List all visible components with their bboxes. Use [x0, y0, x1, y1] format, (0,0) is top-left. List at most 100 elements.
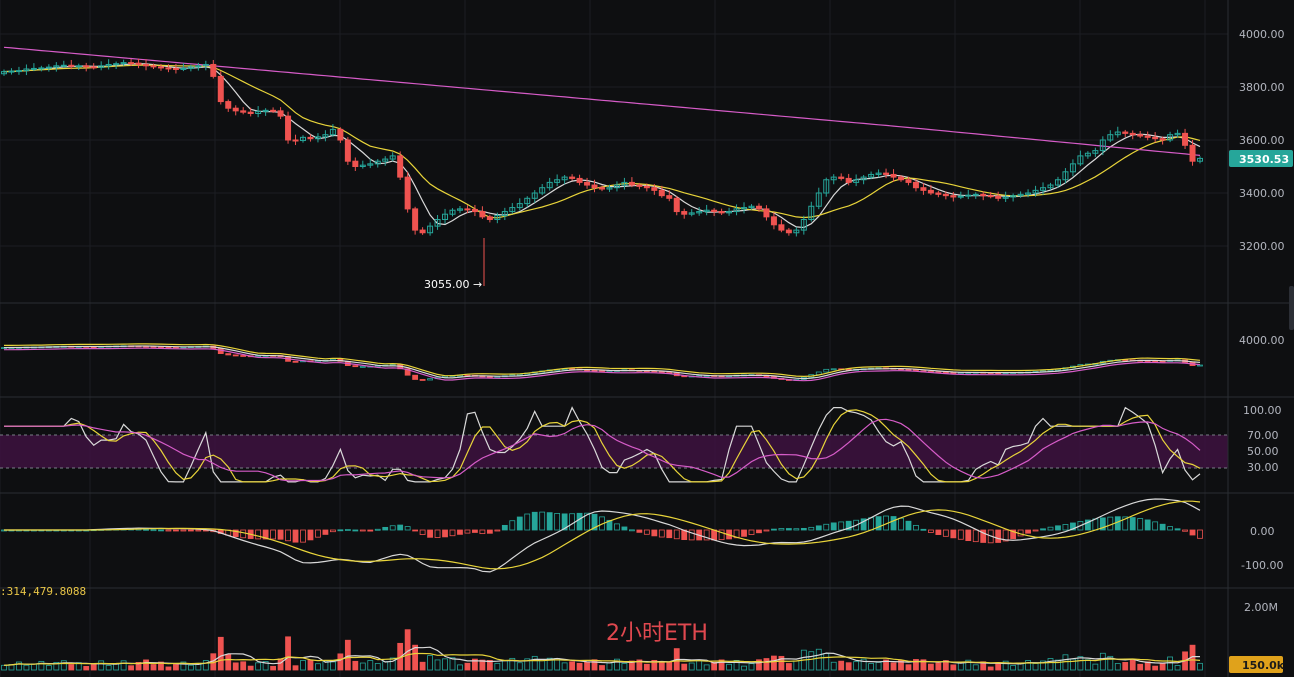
sub-candle [292, 360, 299, 363]
macd-histogram-bar [875, 516, 882, 531]
macd-histogram-bar [688, 529, 695, 541]
volume-bar [1114, 663, 1121, 671]
macd-histogram-bar [546, 512, 553, 531]
macd-histogram-bar [658, 529, 665, 538]
macd-histogram-bar [643, 529, 650, 535]
rsi-fast-line [4, 406, 1201, 483]
macd-histogram-bar [793, 528, 800, 531]
current-price-tag-bg [1229, 150, 1293, 167]
candle-body [1144, 135, 1151, 138]
candle-body [875, 172, 882, 175]
macd-histogram-bar [1182, 529, 1188, 532]
price-tick-3200: 3200.00 [1239, 240, 1285, 253]
volume-bar [442, 658, 448, 671]
rsi-tick-50: 50.00 [1247, 445, 1279, 458]
macd-histogram-bar [1092, 518, 1099, 531]
sub-candle [412, 374, 419, 380]
macd-histogram-bar [180, 529, 187, 532]
volume-bar [935, 662, 942, 671]
candle-body [561, 176, 568, 181]
macd-histogram-bar [995, 529, 1002, 543]
candle-body [1084, 152, 1091, 157]
candle-body [165, 67, 172, 70]
candle-body [90, 66, 97, 69]
macd-histogram-bar [868, 517, 874, 531]
volume-bar [344, 639, 351, 671]
macd-histogram-bar [1099, 517, 1106, 531]
candle-body [912, 181, 919, 189]
volume-bar [1047, 658, 1054, 671]
candle-body [987, 195, 994, 198]
candle-body [853, 179, 860, 183]
volume-bar [868, 663, 874, 671]
volume-bar [1174, 665, 1181, 671]
candle-body [1137, 134, 1144, 137]
price-scale-handle[interactable] [1289, 286, 1294, 330]
candle-body [23, 68, 30, 72]
candle-body [471, 208, 478, 213]
volume-bar [307, 659, 314, 671]
candle-body [800, 219, 807, 231]
candle-body [329, 128, 336, 136]
macd-histogram-bar [748, 529, 755, 535]
volume-bar [158, 661, 164, 671]
macd-histogram-bar [1197, 529, 1203, 539]
chart-watermark: 2小时ETH [606, 621, 708, 646]
volume-bar [501, 660, 508, 671]
volume-bar [367, 660, 374, 671]
candle-body [950, 195, 957, 198]
volume-bar [748, 663, 755, 671]
macd-tick-neg100: -100.00 [1241, 559, 1283, 572]
volume-bar [1122, 662, 1129, 671]
volume-bar [569, 661, 575, 671]
candle-body [68, 64, 75, 67]
sub-mid-band [3, 345, 1201, 380]
candle-body [195, 65, 202, 68]
volume-bar [928, 663, 934, 671]
macd-histogram-bar [928, 529, 934, 533]
volume-bar [576, 662, 583, 671]
macd-histogram-bar [427, 529, 433, 538]
price-tick-3600: 3600.00 [1239, 134, 1285, 147]
candle-body [187, 66, 194, 69]
candle-body [404, 176, 411, 210]
candle-body [815, 192, 822, 207]
macd-histogram-bar [524, 513, 531, 531]
candle-body [524, 197, 531, 205]
candle-body [60, 64, 67, 67]
volume-bar [1152, 665, 1159, 671]
volume-bar [1040, 660, 1046, 671]
macd-dif-line [4, 498, 1201, 573]
volume-bar [756, 659, 762, 671]
volume-bar [68, 664, 75, 671]
macd-histogram-bar [1144, 519, 1151, 531]
candle-body [942, 193, 949, 197]
volume-bar [83, 666, 90, 671]
candle-body [322, 134, 329, 138]
volume-tag-bg [1229, 656, 1283, 673]
volume-bar [1002, 660, 1009, 671]
candle-body [1152, 136, 1159, 140]
candle-body [38, 67, 45, 70]
volume-bar [90, 664, 97, 671]
candle-body [1069, 163, 1076, 173]
candle-body [344, 139, 351, 162]
volume-bar [1197, 662, 1203, 671]
volume-bar [150, 664, 157, 671]
candle-body [1167, 134, 1174, 141]
candle-body [314, 136, 321, 140]
candle-body [613, 184, 620, 189]
volume-bar [217, 636, 224, 671]
candle-body [449, 209, 456, 215]
macd-histogram-bar [1137, 518, 1144, 531]
price-tick-3800: 3800.00 [1239, 81, 1285, 94]
volume-bar [98, 660, 105, 671]
candle-body [546, 181, 553, 189]
candle-body [1129, 132, 1136, 136]
macd-histogram-bar [531, 511, 538, 531]
volume-bar [771, 655, 777, 671]
candle-body [711, 209, 718, 213]
volume-bar [479, 659, 486, 671]
rsi-tick-30: 30.00 [1247, 461, 1279, 474]
